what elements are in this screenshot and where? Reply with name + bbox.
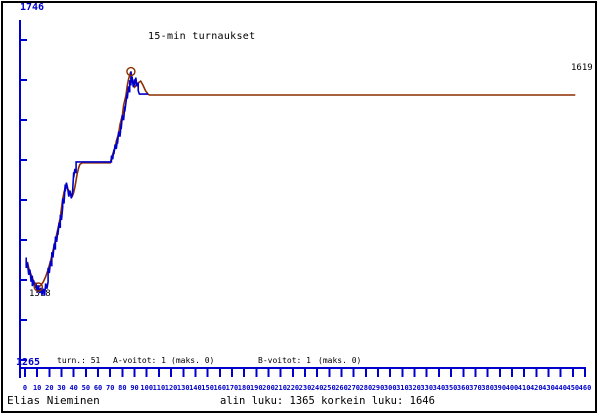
x-tick-label: 300 bbox=[383, 384, 397, 392]
y-axis-min-label: 1265 bbox=[16, 357, 41, 368]
x-tick-label: 10 bbox=[32, 384, 42, 392]
x-tick-label: 90 bbox=[130, 384, 139, 392]
x-tick-label: 160 bbox=[213, 384, 227, 392]
x-tick-label: 440 bbox=[554, 384, 567, 392]
x-tick-label: 40 bbox=[69, 384, 78, 392]
rating-range-text: alin luku: 1365 korkein luku: 1646 bbox=[220, 394, 435, 407]
x-tick-label: 140 bbox=[189, 384, 202, 392]
x-tick-label: 200 bbox=[262, 384, 275, 392]
x-tick-label: 50 bbox=[81, 384, 91, 392]
x-tick-label: 60 bbox=[93, 384, 103, 392]
x-tick-label: 380 bbox=[481, 384, 494, 392]
x-tick-label: 270 bbox=[347, 384, 361, 392]
x-tick-label: 430 bbox=[542, 384, 555, 392]
x-tick-label: 70 bbox=[105, 384, 115, 392]
x-tick-label: 460 bbox=[578, 384, 592, 392]
min-point-value-label: 1398 bbox=[29, 289, 51, 299]
x-tick-label: 360 bbox=[456, 384, 470, 392]
x-tick-label: 20 bbox=[45, 384, 54, 392]
x-tick-label: 330 bbox=[420, 384, 434, 392]
b-wins-label: B-voitot: 1 bbox=[258, 356, 311, 365]
x-tick-label: 190 bbox=[249, 384, 263, 392]
y-axis-max-label: 1746 bbox=[20, 2, 45, 13]
final-value-label: 1619 bbox=[571, 63, 593, 73]
x-tick-label: 130 bbox=[176, 384, 190, 392]
x-tick-label: 220 bbox=[286, 384, 300, 392]
x-tick-label: 30 bbox=[57, 384, 66, 392]
x-tick-label: 180 bbox=[237, 384, 251, 392]
x-tick-label: 80 bbox=[118, 384, 127, 392]
x-tick-label: 120 bbox=[164, 384, 178, 392]
x-tick-label: 340 bbox=[432, 384, 446, 392]
a-wins-label: A-voitot: 1 bbox=[113, 356, 166, 365]
x-tick-label: 370 bbox=[469, 384, 482, 392]
window-border bbox=[1, 1, 597, 413]
x-tick-label: 0 bbox=[22, 384, 28, 392]
x-tick-label: 450 bbox=[566, 384, 580, 392]
x-tick-label: 230 bbox=[298, 384, 312, 392]
x-tick-label: 410 bbox=[517, 384, 531, 392]
x-tick-label: 250 bbox=[323, 384, 336, 392]
x-tick-label: 100 bbox=[140, 384, 154, 392]
x-tick-label: 320 bbox=[408, 384, 421, 392]
b-wins-max-label: (maks. 0) bbox=[318, 356, 362, 365]
x-tick-label: 110 bbox=[152, 384, 166, 392]
x-tick-label: 350 bbox=[444, 384, 458, 392]
x-tick-label: 390 bbox=[493, 384, 507, 392]
x-tick-label: 240 bbox=[310, 384, 324, 392]
tournament-count-label: turn.: 51 bbox=[57, 356, 101, 365]
x-tick-label: 400 bbox=[505, 384, 519, 392]
a-wins-max-label: (maks. 0) bbox=[171, 356, 215, 365]
player-name: Elias Nieminen bbox=[7, 394, 100, 407]
x-tick-label: 150 bbox=[201, 384, 214, 392]
x-tick-label: 170 bbox=[225, 384, 239, 392]
x-tick-label: 420 bbox=[529, 384, 543, 392]
x-tick-label: 210 bbox=[274, 384, 287, 392]
x-tick-label: 290 bbox=[371, 384, 385, 392]
chart-title: 15-min turnaukset bbox=[148, 31, 256, 42]
x-tick-label: 280 bbox=[359, 384, 373, 392]
x-tick-label: 310 bbox=[396, 384, 409, 392]
x-tick-label: 260 bbox=[335, 384, 348, 392]
